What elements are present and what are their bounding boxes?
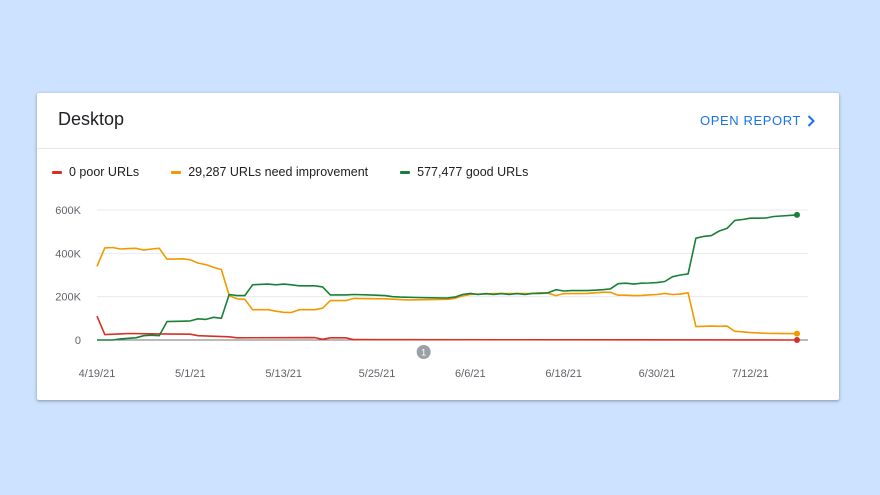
series-line: [96, 246, 798, 335]
y-tick-label: 600K: [55, 205, 81, 217]
open-report-link[interactable]: OPEN REPORT: [700, 113, 815, 128]
series-line: [97, 214, 798, 341]
legend-swatch-poor: [52, 170, 62, 174]
annotation-label: 1: [421, 348, 426, 358]
annotation-marker: [416, 345, 431, 359]
x-tick-label: 6/18/21: [545, 368, 582, 380]
legend-item-poor[interactable]: 0 poor URLs: [52, 165, 139, 179]
open-report-label: OPEN REPORT: [700, 113, 801, 128]
legend-label-need-improvement: 29,287 URLs need improvement: [188, 165, 369, 179]
y-tick-label: 400K: [55, 248, 81, 260]
legend-label-good: 577,477 good URLs: [417, 165, 529, 179]
series-line: [96, 315, 798, 341]
chart-legend: 0 poor URLs 29,287 URLs need improvement…: [52, 165, 560, 179]
legend-swatch-good: [400, 170, 411, 174]
series-end-point: [794, 211, 800, 218]
legend-item-need-improvement[interactable]: 29,287 URLs need improvement: [171, 165, 368, 179]
legend-swatch-need-improvement: [171, 170, 182, 174]
x-tick-label: 5/1/21: [175, 368, 206, 380]
x-tick-label: 7/12/21: [732, 368, 769, 380]
series-end-point: [794, 330, 800, 337]
x-tick-label: 5/25/21: [359, 368, 396, 380]
url-trend-chart: 600K 400K 200K 0 4/19/21 5/1/21 5/13/21 5/25/21…: [55, 205, 808, 380]
legend-item-good[interactable]: 577,477 good URLs: [400, 165, 528, 179]
card-title: Desktop: [58, 109, 125, 129]
x-tick-label: 5/13/21: [265, 368, 302, 380]
legend-label-poor: 0 poor URLs: [69, 165, 140, 179]
card-header: Desktop OPEN REPORT: [37, 93, 839, 149]
y-tick-label: 200K: [55, 292, 81, 304]
y-tick-label: 0: [75, 335, 81, 347]
x-tick-label: 4/19/21: [79, 368, 116, 380]
chevron-right-icon: [807, 114, 815, 127]
desktop-card: Desktop OPEN REPORT 0 poor URLs 29,287 U…: [37, 93, 839, 400]
series-end-point: [794, 337, 800, 343]
x-tick-label: 6/30/21: [639, 368, 676, 380]
x-tick-label: 6/6/21: [455, 368, 486, 380]
